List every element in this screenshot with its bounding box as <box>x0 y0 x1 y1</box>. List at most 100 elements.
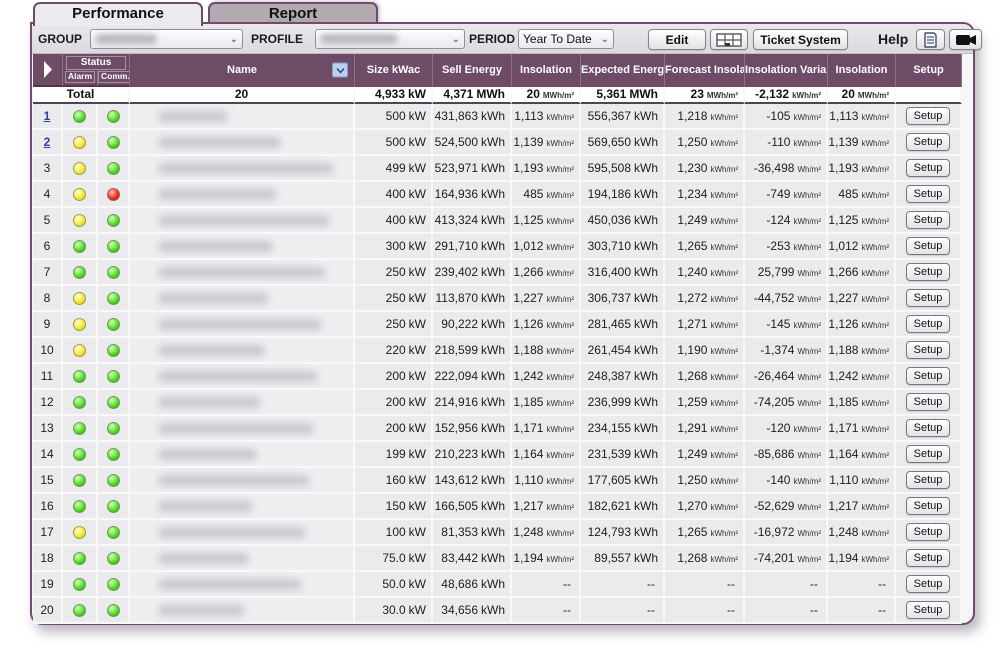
alarm-subheader: Alarm <box>63 70 98 87</box>
edit-button[interactable]: Edit <box>648 29 706 50</box>
setup-button[interactable]: Setup <box>906 132 950 151</box>
comm-status-light <box>106 161 120 175</box>
table-grid-icon-button[interactable] <box>710 29 748 50</box>
comm-status-light <box>106 239 120 253</box>
table-row: 19 50.0 kW 48,686 kWh -- -- -- -- -- Setup <box>33 571 962 598</box>
row-number: 20 <box>40 602 54 617</box>
site-name-redacted <box>158 189 277 201</box>
table-row: 10 220 kW 218,599 kWh 1,188 kWh/m² 261,454 k… <box>33 337 962 364</box>
table-row: 18 75.0 kW 83,442 kWh 1,194 kWh/m² 89,557 kW… <box>33 545 962 572</box>
setup-button[interactable]: Setup <box>906 314 950 333</box>
alarm-status-light <box>73 421 86 435</box>
expand-all-header[interactable] <box>33 54 63 87</box>
alarm-status-light <box>73 369 86 383</box>
site-name-redacted <box>158 449 257 461</box>
setup-button[interactable]: Setup <box>906 496 950 515</box>
row-number: 6 <box>43 238 51 253</box>
alarm-status-light <box>73 499 86 513</box>
document-icon <box>924 31 937 48</box>
setup-button[interactable]: Setup <box>906 158 950 177</box>
total-forecast: 23 MWh/m² <box>665 86 745 104</box>
row-number[interactable]: 1 <box>43 108 51 123</box>
total-insolation: 20 MWh/m² <box>512 86 581 104</box>
group-label: GROUP <box>38 32 83 46</box>
video-camera-icon <box>955 34 976 45</box>
insolation-variance-header[interactable]: Insolation Variance <box>745 54 828 87</box>
help-video-button[interactable] <box>949 29 982 50</box>
row-number[interactable]: 2 <box>43 134 51 149</box>
setup-button[interactable]: Setup <box>906 288 950 307</box>
comm-status-light <box>106 109 120 123</box>
setup-button[interactable]: Setup <box>906 184 950 203</box>
setup-button[interactable]: Setup <box>906 210 950 229</box>
setup-button[interactable]: Setup <box>906 366 950 385</box>
table-row: 17 100 kW 81,353 kWh 1,248 kWh/m² 124,793 kW… <box>33 519 962 546</box>
table-row: 7 250 kW 239,402 kWh 1,266 kWh/m² 316,400 kW… <box>33 259 962 286</box>
comm-subheader: Comm. <box>98 70 130 87</box>
alarm-status-light <box>73 265 86 279</box>
comm-status-light <box>106 213 120 227</box>
name-header[interactable]: Name <box>130 54 355 87</box>
site-name-redacted <box>158 423 314 435</box>
comm-status-light <box>106 343 120 357</box>
help-document-button[interactable] <box>916 29 945 50</box>
total-setup-empty <box>896 86 962 104</box>
tab-report[interactable]: Report <box>208 2 378 24</box>
row-number: 4 <box>43 186 51 201</box>
site-name-redacted <box>158 163 334 175</box>
ticket-system-button[interactable]: Ticket System <box>753 29 848 50</box>
row-number: 11 <box>40 368 54 383</box>
table-row: 14 199 kW 210,223 kWh 1,164 kWh/m² 231,539 k… <box>33 441 962 468</box>
comm-status-light <box>106 499 120 513</box>
comm-status-light <box>106 525 120 539</box>
setup-button[interactable]: Setup <box>906 340 950 359</box>
name-sort-dropdown[interactable] <box>332 62 348 78</box>
setup-button[interactable]: Setup <box>906 392 950 411</box>
comm-status-light <box>106 291 120 305</box>
setup-button[interactable]: Setup <box>906 418 950 437</box>
table-row: 1 500 kW 431,863 kWh 1,113 kWh/m² 556,367 kW… <box>33 103 962 130</box>
size-header[interactable]: Size kWac <box>355 54 433 87</box>
site-name-redacted <box>158 605 245 617</box>
chevron-down-icon <box>335 67 345 74</box>
row-number: 3 <box>43 160 51 175</box>
profile-dropdown[interactable]: ⌄ <box>315 29 465 49</box>
insolation-header[interactable]: Insolation <box>512 54 581 87</box>
total-label: Total <box>33 86 130 104</box>
row-number: 9 <box>43 316 51 331</box>
performance-table: Status Name Size kWac Sell Energy <box>33 54 962 624</box>
setup-button[interactable]: Setup <box>906 600 950 619</box>
alarm-status-light <box>73 135 86 149</box>
setup-button[interactable]: Setup <box>906 236 950 255</box>
comm-status-light <box>106 603 120 617</box>
total-variance: -2,132 kWh/m² <box>745 86 828 104</box>
comm-status-light <box>106 317 120 331</box>
setup-button[interactable]: Setup <box>906 548 950 567</box>
table-row: 13 200 kW 152,956 kWh 1,171 kWh/m² 234,155 k… <box>33 415 962 442</box>
table-grid-icon <box>716 32 742 47</box>
setup-button[interactable]: Setup <box>906 106 950 125</box>
sell-energy-header[interactable]: Sell Energy <box>433 54 512 87</box>
insolation2-header[interactable]: Insolation <box>828 54 896 87</box>
period-value: Year To Date <box>523 32 592 46</box>
tab-performance[interactable]: Performance <box>33 2 203 26</box>
alarm-status-light <box>73 161 86 175</box>
group-value-redacted <box>95 34 157 44</box>
table-row: 20 30.0 kW 34,656 kWh -- -- -- -- -- Setup <box>33 597 962 624</box>
setup-button[interactable]: Setup <box>906 522 950 541</box>
site-name-redacted <box>158 397 261 409</box>
period-dropdown[interactable]: Year To Date ⌄ <box>518 29 614 49</box>
setup-button[interactable]: Setup <box>906 574 950 593</box>
row-number: 18 <box>40 550 54 565</box>
row-number: 7 <box>43 264 51 279</box>
table-row: 12 200 kW 214,916 kWh 1,185 kWh/m² 236,999 k… <box>33 389 962 416</box>
expected-energy-header[interactable]: Expected Energy <box>581 54 665 87</box>
setup-button[interactable]: Setup <box>906 444 950 463</box>
setup-button[interactable]: Setup <box>906 470 950 489</box>
forecast-insolation-header[interactable]: Forecast Insolation <box>665 54 745 87</box>
setup-button[interactable]: Setup <box>906 262 950 281</box>
site-name-redacted <box>158 371 318 383</box>
group-dropdown[interactable]: ⌄ <box>90 29 243 49</box>
alarm-status-light <box>73 317 86 331</box>
comm-status-light <box>106 395 120 409</box>
